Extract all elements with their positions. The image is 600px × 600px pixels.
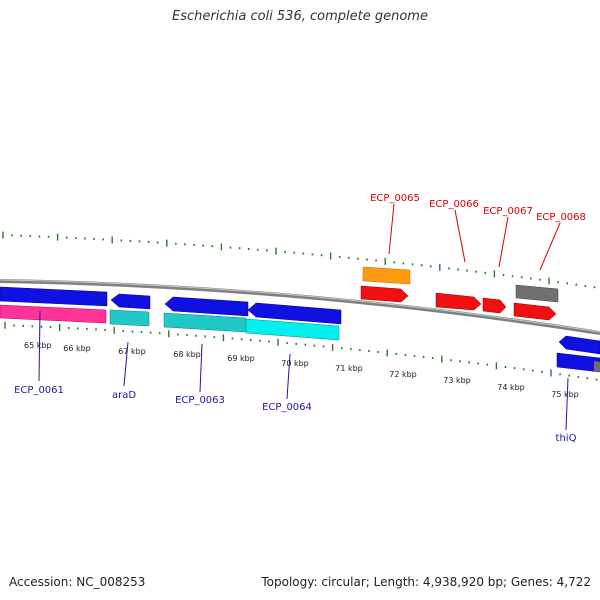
accession-text: Accession: NC_008253	[9, 575, 146, 589]
gene-label-ecp-0068[interactable]: ECP_0068	[536, 212, 586, 223]
feature-ecp-0064-rna[interactable]	[245, 318, 340, 341]
feature-ecp-0065[interactable]	[362, 266, 411, 285]
scale-labels: 65 kbp 66 kbp 67 kbp 68 kbp 69 kbp 70 kb…	[24, 341, 579, 399]
genome-backbone	[0, 279, 600, 335]
gene-label-thiq[interactable]: thiQ	[556, 433, 577, 444]
bottom-gene-labels: ECP_0061 araD ECP_0063 ECP_0064 thiQ	[14, 385, 576, 444]
scale-label: 75 kbp	[551, 390, 579, 399]
connector-arad	[123, 341, 129, 387]
scale-label: 73 kbp	[443, 376, 471, 385]
feature-thiq-forward[interactable]	[558, 335, 600, 355]
feature-ecp-0065-reverse[interactable]	[360, 285, 409, 303]
feature-ecp-0067-reverse[interactable]	[482, 297, 507, 314]
feature-arad-rna[interactable]	[109, 309, 150, 327]
feature-ecp-0061-rna[interactable]	[0, 304, 107, 324]
gene-label-arad[interactable]: araD	[112, 390, 136, 401]
feature-ecp-0068-reverse[interactable]	[513, 302, 557, 321]
scale-label: 74 kbp	[497, 383, 525, 392]
connector-ecp-0063	[199, 343, 203, 393]
feature-arad-forward[interactable]	[110, 293, 151, 310]
feature-ecp-0064-forward[interactable]	[247, 302, 342, 325]
scale-label: 65 kbp	[24, 341, 52, 350]
feature-ecp-0061-forward[interactable]	[0, 286, 108, 307]
scale-label: 70 kbp	[281, 359, 309, 368]
connector-ecp-0065	[388, 203, 395, 255]
scale-label: 72 kbp	[389, 370, 417, 379]
bottom-label-connectors	[38, 310, 569, 431]
connector-ecp-0066	[454, 209, 466, 263]
scale-label: 71 kbp	[335, 364, 363, 373]
connector-ecp-0064	[286, 353, 291, 400]
feature-thiq-lower[interactable]	[556, 352, 600, 373]
gene-label-ecp-0063[interactable]: ECP_0063	[175, 395, 225, 406]
genome-backbone-highlight	[0, 279, 600, 333]
connector-ecp-0061	[38, 310, 41, 382]
connector-ecp-0067	[498, 216, 509, 268]
scale-label: 69 kbp	[227, 354, 255, 363]
inner-tick-ring	[4, 321, 598, 381]
top-gene-labels: ECP_0065 ECP_0066 ECP_0067 ECP_0068	[370, 193, 586, 223]
gene-label-ecp-0067[interactable]: ECP_0067	[483, 206, 533, 217]
scale-label: 66 kbp	[63, 344, 91, 353]
feature-ecp-0066-reverse[interactable]	[435, 292, 482, 311]
outer-tick-ring	[2, 231, 596, 289]
gene-label-ecp-0061[interactable]: ECP_0061	[14, 385, 64, 396]
top-label-connectors	[388, 203, 561, 271]
connector-ecp-0068	[539, 222, 561, 271]
gene-label-ecp-0064[interactable]: ECP_0064	[262, 402, 312, 413]
genome-stats-text: Topology: circular; Length: 4,938,920 bp…	[261, 575, 591, 589]
scale-label: 67 kbp	[118, 347, 146, 356]
feature-ecp-0063-rna[interactable]	[163, 312, 247, 333]
feature-ecp-0068[interactable]	[515, 284, 559, 303]
gene-label-ecp-0065[interactable]: ECP_0065	[370, 193, 420, 204]
feature-edge-gray[interactable]	[594, 361, 600, 372]
scale-label: 68 kbp	[173, 350, 201, 359]
feature-ecp-0063-forward[interactable]	[164, 296, 249, 317]
map-title: Escherichia coli 536, complete genome	[172, 9, 428, 24]
gene-label-ecp-0066[interactable]: ECP_0066	[429, 199, 479, 210]
connector-thiq	[565, 377, 569, 431]
